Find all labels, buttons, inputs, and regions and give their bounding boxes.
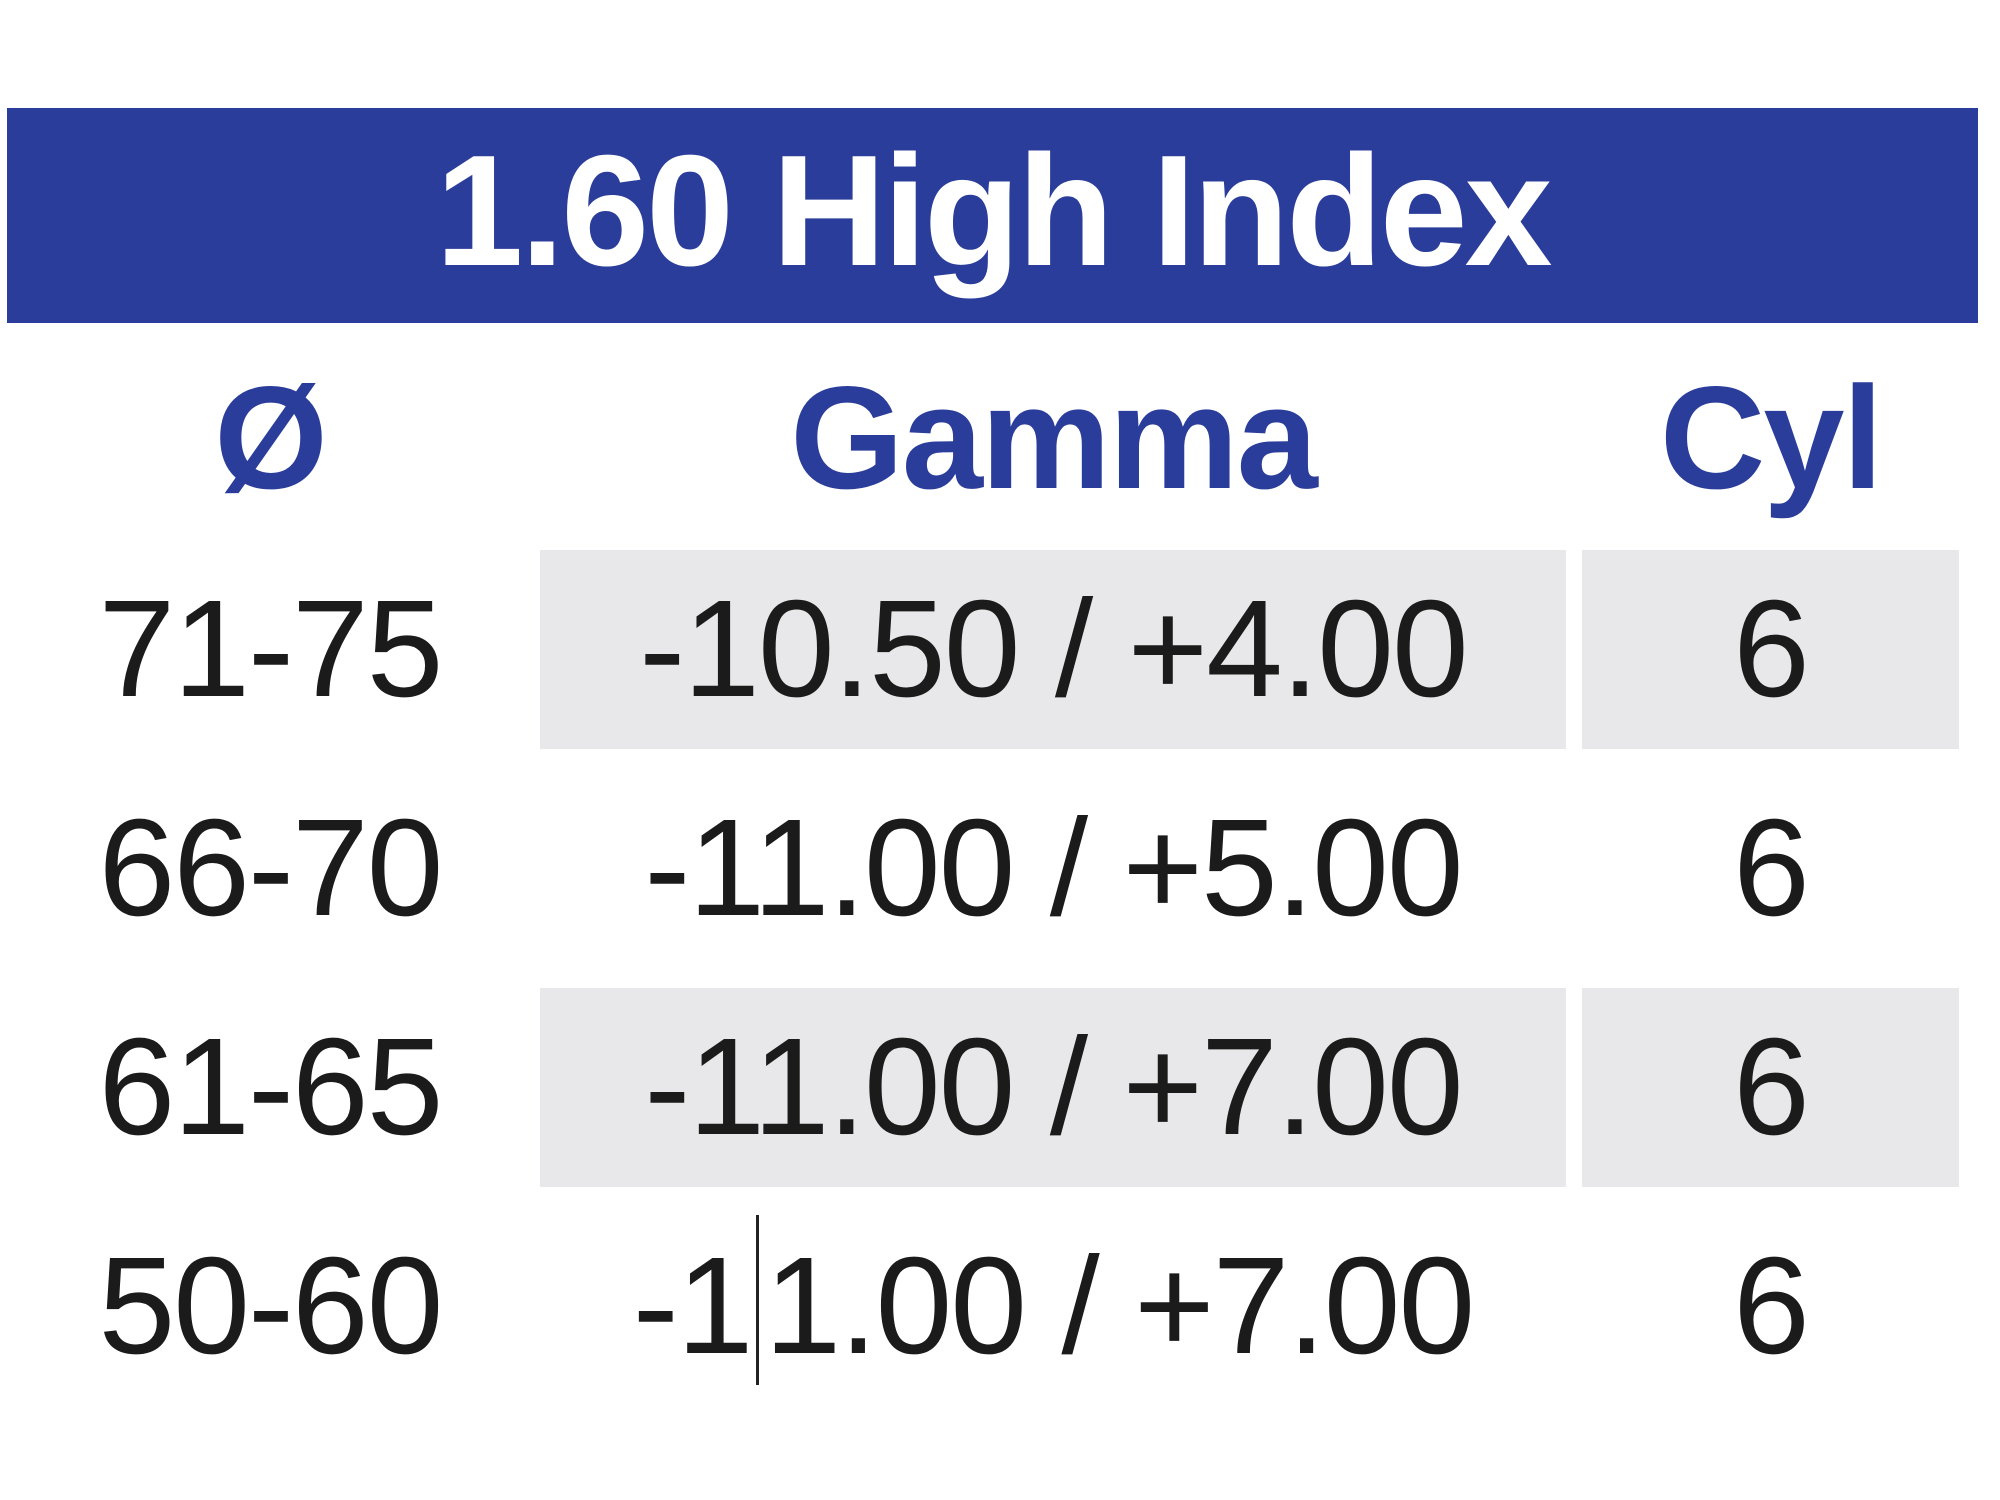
gamma-cell: -11.00 / +5.00 <box>644 791 1463 945</box>
text-cursor <box>756 1214 760 1385</box>
table-row: 61-65 -11.00 / +7.00 6 <box>0 978 1959 1197</box>
table-row: 50-60 -1 1.00 / +7.00 6 <box>0 1197 1959 1416</box>
table-row: 66-70 -11.00 / +5.00 6 <box>0 759 1959 978</box>
diameter-cell: 66-70 <box>98 791 444 945</box>
column-header-diameter: Ø <box>214 356 328 519</box>
column-divider <box>1566 1197 1582 1416</box>
table-title-banner: 1.60 High Index <box>7 108 1978 323</box>
gamma-text-before-cursor: -1 <box>632 1229 754 1383</box>
cyl-cell: 6 <box>1733 791 1810 945</box>
table-title: 1.60 High Index <box>435 122 1552 299</box>
gamma-cell-editing[interactable]: -1 1.00 / +7.00 <box>540 1197 1566 1416</box>
cyl-cell: 6 <box>1733 1229 1810 1383</box>
diameter-cell: 50-60 <box>98 1229 444 1383</box>
table-header-row: Ø Gamma Cyl <box>0 352 1959 524</box>
gamma-cell: -10.50 / +4.00 <box>540 550 1566 749</box>
column-divider <box>1566 759 1582 978</box>
cyl-cell: 6 <box>1582 988 1959 1187</box>
cyl-cell: 6 <box>1582 550 1959 749</box>
gamma-text-after-cursor: 1.00 / +7.00 <box>764 1229 1475 1383</box>
table-row: 71-75 -10.50 / +4.00 6 <box>0 540 1959 759</box>
column-header-cyl: Cyl <box>1659 356 1883 519</box>
column-divider <box>1566 352 1582 524</box>
column-divider <box>1566 540 1582 759</box>
column-divider <box>1566 978 1582 1197</box>
diameter-cell: 61-65 <box>98 1010 444 1164</box>
diameter-cell: 71-75 <box>98 572 444 726</box>
table-body: 71-75 -10.50 / +4.00 6 66-70 -11.00 / +5… <box>0 540 1959 1416</box>
column-header-gamma: Gamma <box>790 356 1318 519</box>
gamma-cell: -11.00 / +7.00 <box>540 988 1566 1187</box>
